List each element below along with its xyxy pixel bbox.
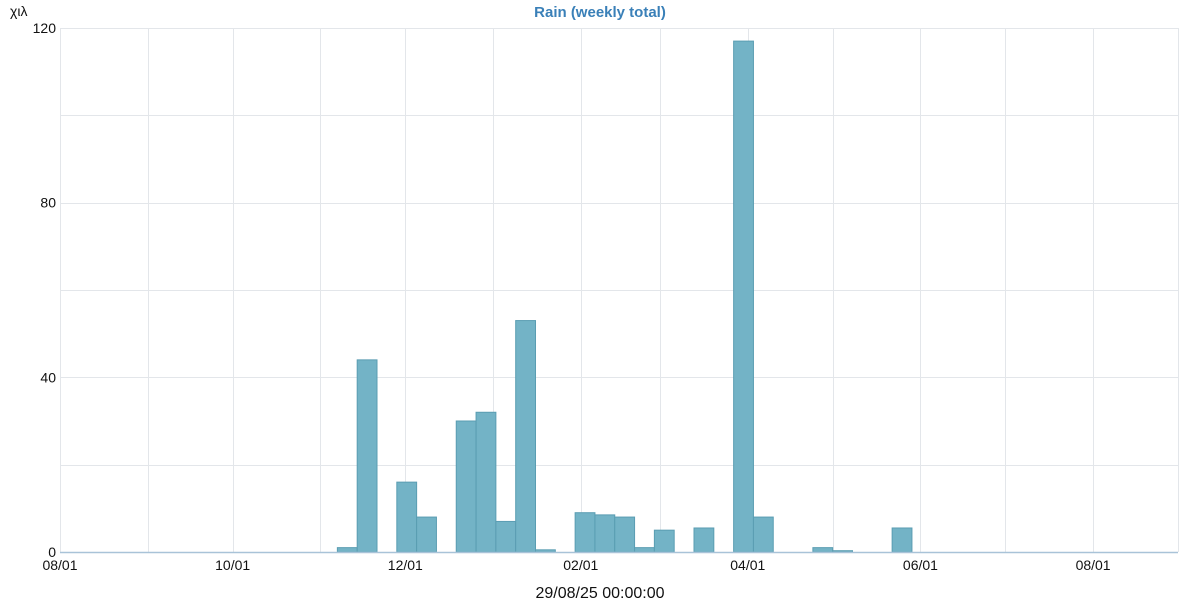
rain-bar: [515, 320, 537, 553]
y-tick-label: 40: [40, 369, 56, 385]
x-tick-label: 12/01: [388, 557, 423, 573]
y-unit-label: χιλ: [10, 3, 27, 19]
chart-title: Rain (weekly total): [534, 4, 666, 21]
rain-bar: [495, 520, 517, 553]
rain-bar: [594, 514, 616, 553]
rain-bar: [396, 481, 418, 553]
rain-bar: [614, 516, 636, 553]
y-tick-label: 120: [33, 20, 57, 36]
rain-bar: [574, 512, 596, 553]
rain-bar: [356, 359, 378, 553]
x-tick-label: 08/01: [42, 557, 77, 573]
bar-series: [336, 40, 913, 553]
horizontal-grid: [60, 28, 1178, 553]
rain-bar: [455, 420, 477, 553]
rain-bar: [634, 547, 655, 553]
rain-bar: [693, 527, 715, 553]
rain-bar: [416, 516, 437, 553]
y-axis-ticks: 0 40 80 120: [33, 20, 57, 560]
x-tick-label: 06/01: [903, 557, 938, 573]
y-tick-label: 0: [48, 544, 56, 560]
x-axis-label: 29/08/25 00:00:00: [535, 585, 664, 600]
rain-bar: [535, 549, 556, 553]
rain-bar: [733, 40, 754, 553]
rain-bar: [812, 547, 834, 553]
x-axis-ticks: 08/01 10/01 12/01 02/01 04/01 06/01 08/01: [42, 557, 1110, 573]
x-tick-label: 10/01: [215, 557, 250, 573]
rain-bar: [653, 529, 675, 553]
x-tick-label: 04/01: [730, 557, 765, 573]
rain-bar: [336, 547, 358, 553]
rain-bar: [752, 516, 774, 553]
x-tick-label: 08/01: [1076, 557, 1111, 573]
rain-bar: [891, 527, 913, 553]
y-tick-label: 80: [40, 195, 56, 211]
rain-bar: [475, 411, 497, 553]
x-tick-label: 02/01: [563, 557, 598, 573]
